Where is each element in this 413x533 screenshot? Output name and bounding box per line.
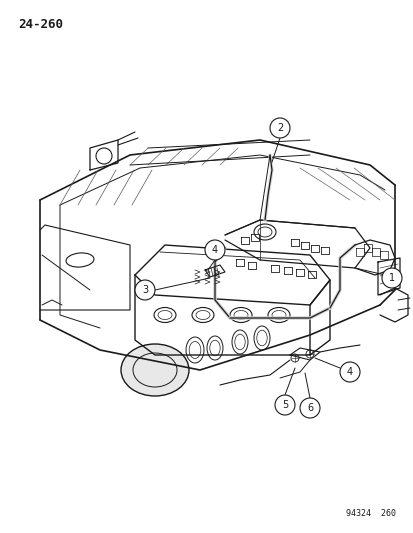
Text: 3: 3 [142,285,148,295]
Text: 2: 2 [276,123,282,133]
Text: 4: 4 [211,245,218,255]
Text: 24-260: 24-260 [18,18,63,31]
Circle shape [381,268,401,288]
Text: 6: 6 [306,403,312,413]
Text: 94324  260: 94324 260 [345,509,395,518]
Circle shape [135,280,154,300]
Circle shape [269,118,289,138]
Circle shape [274,395,294,415]
Circle shape [299,398,319,418]
Ellipse shape [121,344,189,396]
Text: 4: 4 [346,367,352,377]
Circle shape [204,240,224,260]
Text: 5: 5 [281,400,287,410]
Circle shape [339,362,359,382]
Text: 1: 1 [388,273,394,283]
